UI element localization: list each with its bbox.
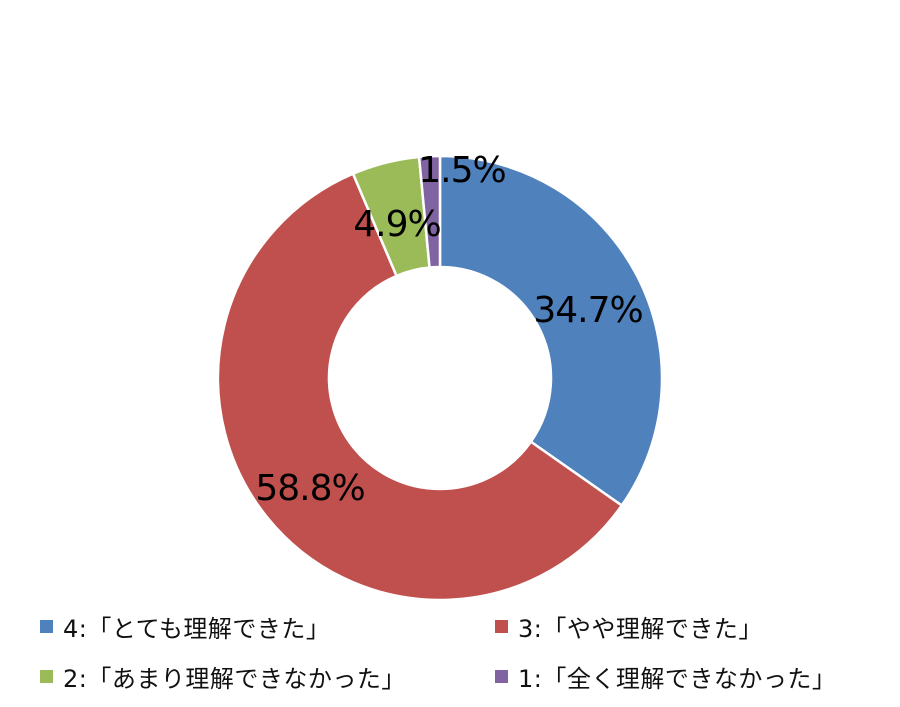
legend-item-1: 1:「全く理解できなかった」 [495,658,836,694]
donut-chart-svg: 34.7% 58.8% 4.9% 1.5% [216,150,664,600]
data-label-4: 1.5% [418,150,505,191]
data-label-3: 4.9% [353,204,440,245]
donut-chart: 34.7% 58.8% 4.9% 1.5% [216,150,664,600]
legend-label-2: 2:「あまり理解できなかった」 [63,664,406,693]
legend-swatch-2 [40,669,53,683]
legend-swatch-3 [495,619,508,633]
legend-swatch-1 [495,669,508,683]
legend-item-4: 4:「とても理解できた」 [40,608,330,644]
legend-item-2: 2:「あまり理解できなかった」 [40,658,406,694]
legend-item-3: 3:「やや理解できた」 [495,608,763,644]
legend-label-1: 1:「全く理解できなかった」 [518,664,837,693]
data-label-1: 34.7% [533,290,642,331]
legend-swatch-4 [40,619,53,633]
data-label-2: 58.8% [255,468,364,509]
donut-slice-4 [417,154,442,269]
legend: 4:「とても理解できた」 3:「やや理解できた」 2:「あまり理解できなかった」… [40,600,880,700]
donut-slice-1 [438,154,664,508]
legend-label-3: 3:「やや理解できた」 [518,614,763,643]
legend-label-4: 4:「とても理解できた」 [63,614,331,643]
donut-slice-2 [216,172,624,600]
